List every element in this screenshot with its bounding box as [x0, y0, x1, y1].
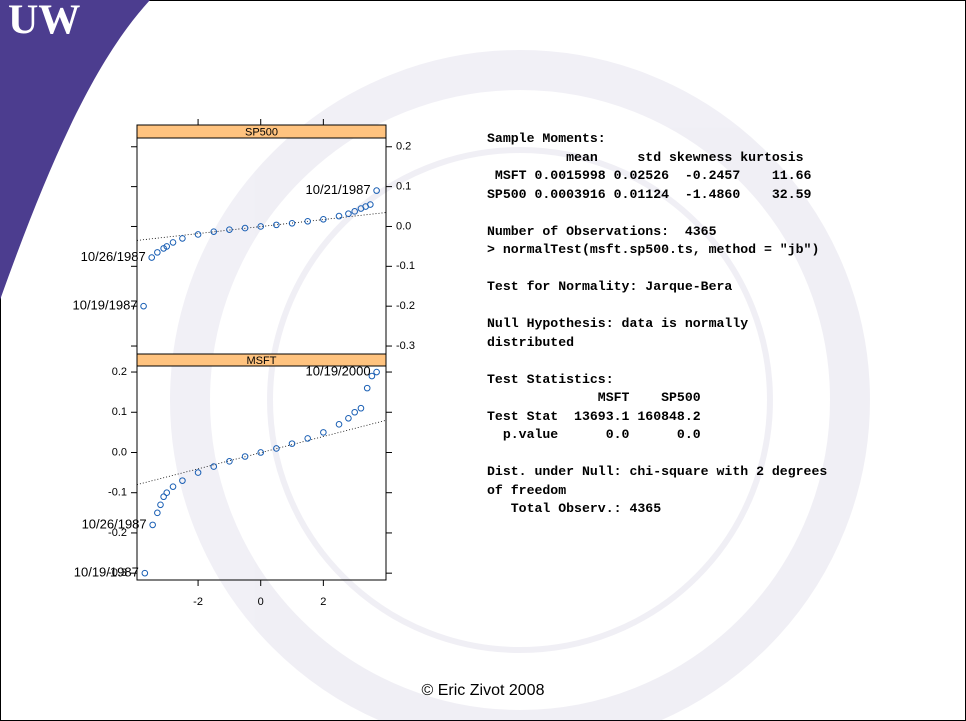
- point: [335, 421, 343, 428]
- y-tick-label: 0.2: [112, 366, 127, 378]
- point: [179, 477, 186, 484]
- output-block: Test Statistics: MSFT SP500 Test Stat 136…: [487, 371, 827, 445]
- logo-swoosh: [0, 0, 150, 300]
- panel-title: MSFT: [247, 355, 277, 367]
- point: [163, 243, 171, 250]
- annotation: 10/21/1987: [306, 182, 371, 197]
- point: [157, 501, 164, 509]
- output-line: p.value 0.0 0.0: [487, 427, 701, 442]
- output-block: Dist. under Null: chi-square with 2 degr…: [487, 463, 827, 519]
- output-line: MSFT 0.0015998 0.02526 -0.2457 11.66: [487, 168, 812, 183]
- y-tick-label: -0.1: [396, 260, 415, 272]
- point: [373, 368, 380, 376]
- point: [320, 215, 327, 223]
- point: [179, 235, 186, 242]
- output-block: Test for Normality: Jarque-Bera: [487, 278, 827, 297]
- annotation: 10/26/1987: [82, 516, 147, 531]
- point: [194, 231, 202, 238]
- point: [163, 489, 171, 497]
- output-block: Number of Observations: 4365 > normalTest…: [487, 223, 827, 260]
- point: [210, 463, 218, 470]
- y-tick-label: -0.3: [108, 567, 127, 579]
- output-line: > normalTest(msft.sp500.ts, method = "jb…: [487, 242, 820, 257]
- point: [154, 249, 161, 256]
- point: [241, 224, 249, 232]
- output-line: SP500 0.0003916 0.01124 -1.4860 32.59: [487, 186, 812, 202]
- output-block: Sample Moments: mean std skewness kurtos…: [487, 130, 827, 204]
- console-output: Sample Moments: mean std skewness kurtos…: [487, 130, 827, 537]
- output-line: Total Observ.: 4365: [487, 501, 662, 516]
- output-line: distributed: [487, 334, 575, 350]
- output-line: mean std skewness kurtosis: [487, 149, 804, 165]
- point: [154, 509, 161, 517]
- point: [149, 521, 156, 529]
- output-line: MSFT SP500: [487, 390, 701, 405]
- annotation: 10/19/2000: [306, 363, 371, 378]
- point: [140, 302, 147, 310]
- point: [257, 449, 265, 456]
- x-tick-label: 0: [258, 596, 264, 608]
- annotation: 10/26/1987: [81, 249, 146, 264]
- point: [169, 239, 177, 246]
- point: [363, 384, 371, 392]
- point: [288, 219, 296, 227]
- point: [373, 187, 380, 194]
- reference-line: [136, 419, 387, 486]
- point: [148, 254, 156, 261]
- point: [226, 458, 233, 465]
- point: [273, 445, 280, 452]
- x-tick-label: -2: [193, 596, 203, 608]
- point: [288, 440, 296, 447]
- point: [367, 201, 374, 208]
- point: [304, 217, 311, 225]
- output-block: Null Hypothesis: data is normally distrib…: [487, 315, 827, 352]
- output-line: Number of Observations: 4365: [487, 223, 717, 239]
- annotation: 10/19/1987: [72, 298, 137, 313]
- point: [160, 493, 167, 501]
- point: [357, 404, 365, 412]
- output-line: of freedom: [487, 482, 567, 498]
- point: [141, 569, 149, 577]
- point: [335, 212, 343, 220]
- output-line: Sample Moments:: [487, 131, 606, 146]
- y-tick-label: 0.1: [396, 181, 411, 193]
- logo: UW: [8, 0, 80, 44]
- panel-title: SP500: [245, 126, 278, 138]
- y-tick-label: -0.3: [396, 340, 415, 352]
- output-line: Test for Normality: Jarque-Bera: [487, 279, 733, 294]
- y-tick-label: 0.2: [396, 141, 411, 153]
- point: [194, 469, 202, 476]
- footer: © Eric Zivot 2008: [421, 682, 545, 699]
- point: [351, 208, 358, 215]
- y-tick-label: 0.0: [396, 220, 411, 232]
- point: [345, 210, 352, 218]
- y-tick-label: 0.1: [112, 406, 127, 418]
- point: [226, 226, 233, 233]
- point: [320, 429, 327, 436]
- y-tick-label: -0.2: [396, 300, 415, 312]
- point: [210, 228, 218, 235]
- point: [169, 483, 177, 490]
- point: [304, 435, 311, 442]
- y-tick-label: 0.0: [112, 446, 127, 458]
- point: [368, 372, 376, 380]
- output-line: Dist. under Null: chi-square with 2 degr…: [487, 464, 828, 479]
- seal-watermark: [170, 50, 870, 721]
- panel-frame: [136, 365, 387, 581]
- point: [273, 221, 280, 229]
- output-line: Null Hypothesis: data is normally: [487, 316, 749, 331]
- point: [351, 408, 358, 416]
- y-tick-label: -0.1: [108, 487, 127, 499]
- point: [257, 223, 265, 230]
- x-tick-label: 2: [320, 596, 326, 608]
- point: [241, 453, 249, 460]
- y-tick-label: -0.2: [108, 527, 127, 539]
- annotation: 10/19/1987: [74, 565, 139, 580]
- output-line: Test Stat 13693.1 160848.2: [487, 408, 701, 424]
- point: [345, 414, 352, 422]
- output-line: Test Statistics:: [487, 371, 614, 387]
